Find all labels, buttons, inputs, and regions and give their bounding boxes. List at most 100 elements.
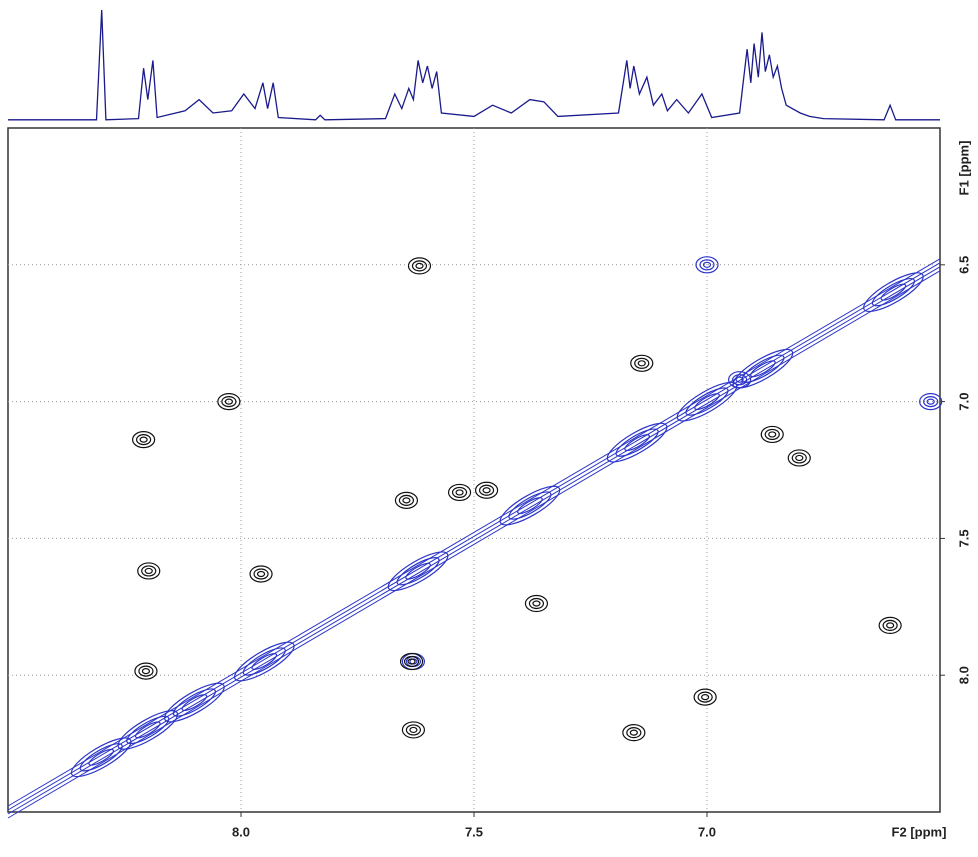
diagonal-contour — [7, 262, 941, 811]
contour-ring — [482, 487, 491, 494]
contour-ring — [878, 616, 902, 635]
cross-peak — [878, 616, 902, 635]
contour-ring — [411, 260, 428, 272]
cross-peak — [137, 562, 161, 580]
cross-peak — [728, 371, 752, 389]
cross-peak — [676, 381, 738, 422]
contour-ring — [88, 748, 115, 766]
x-tick-label: 8.0 — [232, 824, 250, 839]
contour-ring — [141, 667, 151, 675]
contour-ring — [144, 567, 153, 575]
contour-ring — [221, 396, 237, 408]
contour-ring — [394, 491, 419, 509]
cross-peak — [70, 737, 132, 778]
x-tick-label: 7.5 — [465, 824, 483, 839]
contour-ring — [735, 376, 744, 383]
contour-ring — [79, 743, 123, 772]
cross-peak — [863, 272, 924, 313]
contour-ring — [760, 425, 784, 444]
contour-ring — [695, 256, 719, 274]
contour-ring — [117, 710, 179, 750]
contour-ring — [136, 434, 152, 446]
contour-ring — [606, 422, 668, 463]
cross-peak — [919, 393, 943, 411]
contour-ring — [615, 428, 659, 457]
contour-ring — [256, 570, 266, 578]
contour-ring — [407, 658, 416, 665]
contour-ring — [403, 655, 420, 668]
contour-ring — [791, 452, 807, 464]
y-tick-label: 8.0 — [956, 666, 971, 684]
contour-ring — [181, 694, 208, 712]
cross-peak — [787, 449, 811, 467]
y-tick-label: 7.0 — [956, 393, 971, 411]
x-tick-label: 7.0 — [698, 824, 716, 839]
contour-ring — [224, 398, 233, 405]
cross-peak — [399, 652, 424, 671]
contour-ring — [517, 497, 543, 515]
contour-ring — [172, 688, 216, 717]
contour-ring — [528, 597, 545, 610]
y-tick-label: 7.5 — [956, 529, 971, 547]
y-axis-label: F1 [ppm] — [956, 141, 971, 196]
contour-ring — [415, 262, 424, 269]
cross-peak — [760, 425, 784, 444]
cross-peak — [606, 422, 668, 463]
contour-ring — [787, 449, 811, 467]
contour-ring — [141, 565, 157, 577]
contour-ring — [750, 360, 776, 378]
contour-ring — [676, 381, 738, 422]
contour-ring — [134, 721, 161, 739]
contour-ring — [249, 565, 273, 583]
contour-ring — [251, 653, 278, 671]
contour-ring — [499, 485, 561, 526]
contour-ring — [138, 665, 154, 677]
contour-ring — [685, 387, 729, 416]
contour-ring — [409, 726, 418, 734]
contour-ring — [863, 272, 924, 313]
contour-ring — [624, 434, 650, 452]
contour-ring — [622, 724, 646, 742]
contour-ring — [405, 562, 431, 580]
cross-peak — [217, 393, 241, 411]
contour-ring — [407, 257, 432, 275]
contour-ring — [871, 277, 915, 307]
cross-peak — [401, 721, 426, 739]
contour-ring — [134, 662, 158, 680]
cross-peak — [474, 481, 499, 499]
contour-ring — [474, 481, 499, 499]
contour-ring — [626, 727, 642, 739]
contour-ring — [634, 357, 650, 369]
contour-ring — [137, 562, 161, 580]
cross-peak — [134, 662, 158, 680]
contour-ring — [768, 431, 777, 438]
y-tick-label: 6.5 — [956, 256, 971, 274]
contour-ring — [699, 259, 715, 271]
contour-ring — [139, 436, 148, 443]
cross-peak — [622, 724, 646, 742]
cross-peak — [447, 483, 472, 502]
contour-ring — [886, 622, 895, 629]
contour-ring — [387, 551, 449, 592]
contour-ring — [401, 721, 426, 739]
contour-ring — [919, 393, 943, 411]
contour-ring — [233, 641, 295, 682]
contour-ring — [764, 428, 780, 441]
contour-ring — [923, 396, 939, 408]
cross-peak — [394, 491, 419, 509]
cross-peak — [249, 565, 273, 583]
cross-peak — [499, 485, 561, 526]
contour-ring — [694, 393, 720, 411]
cross-peak — [693, 688, 717, 706]
contour-ring — [524, 594, 549, 613]
contour-ring — [455, 489, 464, 496]
cross-peak — [695, 256, 719, 274]
contour-ring — [882, 619, 898, 632]
contour-ring — [880, 283, 907, 301]
contour-ring — [398, 494, 415, 506]
contour-ring — [70, 737, 132, 778]
cross-peak — [630, 354, 654, 372]
contour-ring — [396, 557, 440, 586]
contour-ring — [532, 600, 541, 607]
